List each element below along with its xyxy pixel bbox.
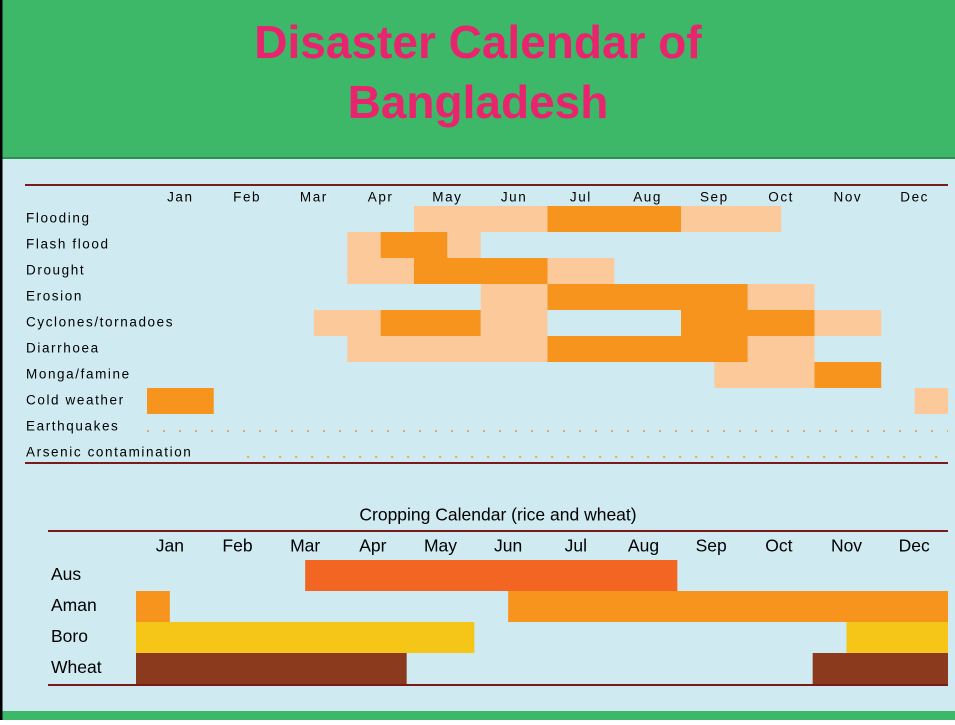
period-bar <box>380 310 481 336</box>
row-label: Diarrhoea <box>26 341 100 356</box>
month-label: Mar <box>300 190 328 205</box>
period-bar <box>814 362 882 388</box>
month-label: Sep <box>696 536 727 556</box>
month-label: Sep <box>700 190 729 205</box>
period-bar <box>714 362 815 388</box>
row-label: Wheat <box>51 657 102 677</box>
month-label: Apr <box>359 536 386 556</box>
period-bar <box>547 258 615 284</box>
period-bar <box>846 622 948 653</box>
period-bar <box>136 653 407 684</box>
row-label: Aus <box>51 564 81 584</box>
row-label: Cyclones/tornadoes <box>26 315 174 330</box>
month-label: Jan <box>167 190 194 205</box>
period-bar <box>414 206 548 232</box>
period-bar <box>305 560 678 591</box>
period-bar <box>508 591 948 622</box>
month-label: Dec <box>899 536 930 556</box>
period-bar <box>480 284 548 310</box>
title-line: Bangladesh <box>348 76 609 128</box>
row-label: Aman <box>51 595 97 615</box>
month-label: Feb <box>233 190 261 205</box>
period-bar <box>447 232 481 258</box>
period-bar <box>914 388 948 414</box>
period-bar <box>313 310 381 336</box>
period-bar <box>414 258 548 284</box>
row-label: Flooding <box>26 211 91 226</box>
month-label: Jul <box>565 536 587 556</box>
period-bar <box>547 206 681 232</box>
period-bar <box>812 653 948 684</box>
row-label: Cold weather <box>26 393 125 408</box>
month-label: Nov <box>833 190 862 205</box>
row-label: Drought <box>26 263 85 278</box>
period-bar <box>147 388 214 414</box>
row-label: Boro <box>51 626 88 646</box>
month-label: May <box>432 190 462 205</box>
month-label: Apr <box>368 190 394 205</box>
period-bar <box>480 310 548 336</box>
month-label: Dec <box>900 190 929 205</box>
period-bar <box>747 336 815 362</box>
period-bar <box>681 206 782 232</box>
month-label: Jun <box>501 190 528 205</box>
period-bar <box>347 336 548 362</box>
month-label: Aug <box>628 536 659 556</box>
month-label: Nov <box>831 536 862 556</box>
period-bar <box>347 232 381 258</box>
row-label: Erosion <box>26 289 83 304</box>
month-label: May <box>424 536 457 556</box>
period-bar <box>547 336 748 362</box>
row-label: Monga/famine <box>26 367 131 382</box>
title-line: Disaster Calendar of <box>254 16 702 68</box>
month-label: Jun <box>494 536 522 556</box>
period-bar <box>547 284 748 310</box>
period-bar <box>380 232 448 258</box>
row-label: Arsenic contamination <box>26 445 192 460</box>
period-bar <box>681 310 815 336</box>
month-label: Jan <box>156 536 184 556</box>
row-label: Earthquakes <box>26 419 119 434</box>
month-label: Aug <box>633 190 662 205</box>
row-label: Flash flood <box>26 237 110 252</box>
footer-band <box>0 711 955 720</box>
crop-title: Cropping Calendar (rice and wheat) <box>359 505 636 525</box>
period-bar <box>136 622 475 653</box>
period-bar <box>814 310 882 336</box>
period-bar <box>747 284 815 310</box>
month-label: Jul <box>570 190 592 205</box>
month-label: Oct <box>765 536 792 556</box>
month-label: Mar <box>290 536 320 556</box>
header-band <box>0 0 955 158</box>
period-bar <box>347 258 414 284</box>
month-label: Oct <box>768 190 794 205</box>
month-label: Feb <box>222 536 252 556</box>
period-bar <box>136 591 170 622</box>
